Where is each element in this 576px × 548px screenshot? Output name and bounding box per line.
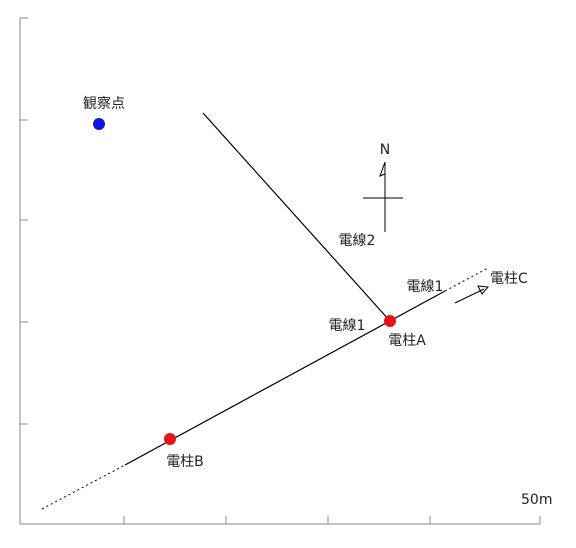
pole-label: 電柱B: [166, 454, 204, 470]
wire-label: 電線1: [329, 318, 366, 334]
pole-b: [164, 433, 176, 445]
wire-label: 電線1: [407, 279, 444, 295]
compass-label: N: [380, 142, 390, 158]
wire-1-extension: [41, 464, 126, 510]
scale-label: 50m: [521, 492, 552, 508]
arrow: [454, 288, 485, 304]
wire-label: 電線2: [339, 233, 376, 249]
wire-1-extension: [444, 267, 489, 292]
pole-label: 電柱C: [490, 271, 528, 287]
observation-point: [93, 118, 105, 130]
compass-arrow: [379, 161, 386, 177]
pole-a: [384, 315, 396, 327]
observation-label: 観察点: [83, 95, 125, 112]
pole-label: 電柱A: [388, 333, 426, 349]
arrow-head: [477, 285, 490, 295]
wire-2: [202, 112, 391, 322]
axes: [19, 17, 541, 525]
compass: N: [363, 142, 403, 232]
